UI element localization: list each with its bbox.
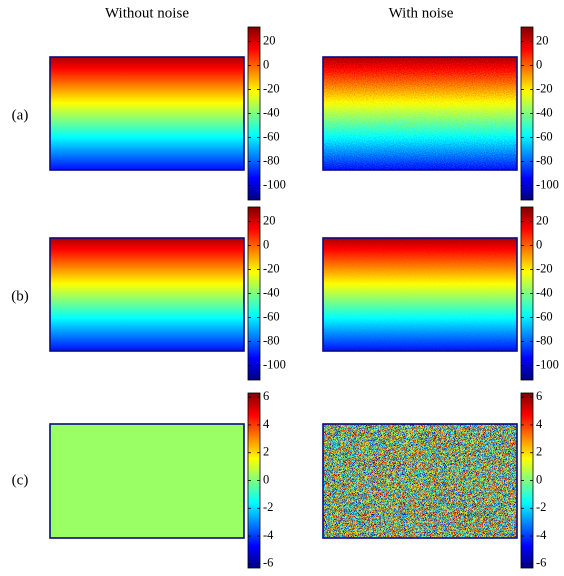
image-frame (49, 423, 245, 539)
image-frame (322, 423, 518, 539)
colorbar-tick-label: -60 (536, 129, 553, 143)
image-frame (322, 237, 518, 352)
colorbar-tick-label: -4 (263, 528, 274, 542)
colorbar-tick-label: -40 (536, 105, 553, 119)
colorbar-tick-label: 0 (536, 237, 542, 251)
colorbar-tick-label: 4 (536, 417, 543, 431)
colorbar-tick-label: -100 (536, 177, 559, 191)
colorbar-tick-label: -6 (263, 556, 273, 570)
image-frame (49, 237, 245, 352)
colorbar-tick-label: -80 (536, 153, 553, 167)
column-title: With noise (389, 5, 454, 21)
colorbar-tick-label: -6 (536, 556, 546, 570)
colorbar-tick-label: 20 (263, 33, 276, 47)
heatmap-image (323, 238, 517, 351)
colorbar-tick-label: 0 (536, 57, 542, 71)
colorbar-tick-label: -20 (263, 261, 280, 275)
colorbar (521, 393, 533, 568)
colorbar-tick-label: -100 (263, 177, 286, 191)
colorbar-tick-label: -100 (536, 357, 559, 371)
colorbar-tick-label: -2 (536, 500, 546, 514)
colorbar-tick-label: 20 (536, 33, 549, 47)
row-label: (a) (12, 107, 29, 123)
colorbar-tick-label: 20 (263, 213, 276, 227)
colorbar-tick-label: 6 (536, 389, 542, 403)
colorbar-tick-label: 0 (263, 472, 269, 486)
colorbar-tick-label: -20 (263, 81, 280, 95)
colorbar-tick-label: 4 (263, 417, 270, 431)
colorbar (521, 207, 533, 380)
colorbar (248, 207, 260, 380)
colorbar-tick-label: -100 (263, 357, 286, 371)
colorbar-tick-label: -40 (263, 105, 280, 119)
colorbar (248, 393, 260, 568)
heatmap-image (50, 424, 244, 538)
colorbar-tick-label: 2 (263, 445, 269, 459)
colorbar-tick-label: -2 (263, 500, 273, 514)
heatmap-image (50, 57, 244, 170)
heatmap-image (323, 57, 517, 170)
heatmap-image (50, 238, 244, 351)
colorbar-tick-label: -80 (536, 333, 553, 347)
colorbar-tick-label: -60 (263, 129, 280, 143)
row-label: (c) (12, 472, 29, 488)
row-label: (b) (11, 288, 29, 304)
image-frame (49, 56, 245, 171)
heatmap-image (323, 424, 517, 538)
colorbar (521, 27, 533, 200)
colorbar-tick-label: -4 (536, 528, 547, 542)
colorbar-tick-label: -80 (263, 333, 280, 347)
colorbar-tick-label: -40 (263, 285, 280, 299)
colorbar-tick-label: 0 (263, 57, 269, 71)
colorbar-tick-label: -80 (263, 153, 280, 167)
column-title: Without noise (105, 5, 189, 21)
colorbar-tick-label: 0 (536, 472, 542, 486)
colorbar-tick-label: -20 (536, 261, 553, 275)
colorbar-tick-label: 20 (536, 213, 549, 227)
colorbar-tick-label: -40 (536, 285, 553, 299)
colorbar-tick-label: 0 (263, 237, 269, 251)
colorbar-tick-label: 6 (263, 389, 269, 403)
colorbar (248, 27, 260, 200)
image-frame (322, 56, 518, 171)
colorbar-tick-label: -60 (263, 309, 280, 323)
colorbar-tick-label: 2 (536, 445, 542, 459)
colorbar-tick-label: -20 (536, 81, 553, 95)
colorbar-tick-label: -60 (536, 309, 553, 323)
